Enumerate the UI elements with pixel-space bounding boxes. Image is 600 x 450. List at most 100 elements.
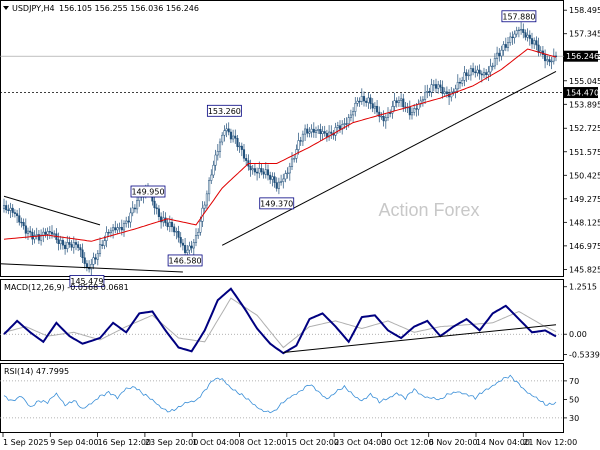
candle-body (501, 50, 503, 56)
candle-body (123, 224, 125, 230)
candle-body (208, 181, 210, 194)
candle-body (228, 129, 230, 132)
time-axis-label: 16 Sep 12:00 (98, 438, 151, 447)
candle-body (453, 92, 455, 93)
candle-body (433, 84, 435, 85)
candle-body (470, 69, 472, 76)
candle-body (302, 134, 304, 141)
candle-body (363, 96, 365, 101)
price-axis-label: 150.425 (569, 171, 600, 180)
candle-body (265, 170, 267, 175)
candle-body (370, 98, 372, 104)
annotation-text: 149.370 (260, 199, 293, 208)
candle-body (128, 221, 130, 222)
candle-body (485, 73, 487, 75)
candle-body (416, 109, 418, 110)
candle-body (309, 132, 311, 133)
candle-body (361, 96, 363, 101)
price-axis-label: 145.825 (569, 265, 600, 274)
candle-body (119, 227, 121, 228)
candle-body (230, 132, 232, 139)
watermark-text: Action Forex (378, 200, 479, 220)
candle-body (112, 228, 114, 231)
price-annotation-label: 146.580 (168, 255, 202, 266)
candle-body (213, 165, 215, 175)
candle-body (311, 129, 313, 132)
candle-body (182, 243, 184, 245)
candle-body (3, 205, 5, 208)
price-axis-label: 157.345 (569, 30, 600, 39)
candle-body (466, 73, 468, 76)
candle-body (221, 135, 223, 142)
candle-body (354, 103, 356, 111)
price-annotation-label: 149.950 (131, 186, 165, 197)
candle-body (280, 182, 282, 183)
candle-body (241, 146, 243, 150)
candle-body (365, 101, 367, 103)
candle-body (298, 141, 300, 150)
annotation-text: 153.260 (208, 107, 241, 116)
candle-body (536, 41, 538, 45)
price-annotation-label: 153.260 (207, 105, 241, 116)
candle-body (158, 209, 160, 217)
candle-body (197, 232, 199, 235)
candle-body (409, 107, 411, 115)
candle-body (66, 242, 68, 248)
price-axis-label: 151.575 (569, 148, 600, 157)
candle-body (437, 85, 439, 89)
candle-body (507, 43, 509, 48)
candle-body (234, 136, 236, 138)
rsi-axis-label: 30 (569, 414, 579, 423)
symbol-label: USDJPY,H4 (12, 4, 55, 13)
candle-body (21, 222, 23, 223)
candle-body (10, 208, 12, 210)
candle-body (210, 175, 212, 181)
candle-body (165, 218, 167, 223)
candle-body (267, 170, 269, 175)
candle-body (206, 194, 208, 205)
candle-body (413, 109, 415, 113)
candle-body (14, 213, 16, 214)
candle-body (435, 84, 437, 88)
candle-body (200, 221, 202, 232)
price-axis-label: 158.495 (569, 6, 600, 15)
candle-body (25, 226, 27, 234)
candle-body (86, 264, 88, 268)
candle-body (505, 44, 507, 47)
candle-body (518, 30, 520, 31)
candle-body (509, 37, 511, 43)
candle-body (38, 234, 40, 240)
candle-body (114, 228, 116, 230)
candle-body (278, 182, 280, 188)
time-axis-label: 23 Oct 04:00 (334, 438, 386, 447)
candle-body (490, 66, 492, 72)
candle-body (156, 208, 158, 209)
candle-body (171, 222, 173, 227)
candle-body (424, 92, 426, 99)
candle-body (16, 214, 18, 216)
candle-body (193, 242, 195, 248)
time-axis-label: 1 Sep 2025 (3, 438, 49, 447)
price-panel (1, 1, 564, 277)
candle-body (276, 183, 278, 189)
time-axis-label: 14 Nov 04:00 (476, 438, 530, 447)
candle-body (252, 169, 254, 170)
candle-body (97, 254, 99, 260)
candle-body (442, 87, 444, 93)
candle-body (80, 248, 82, 250)
candle-body (461, 80, 463, 83)
candle-body (483, 73, 485, 75)
candle-body (272, 177, 274, 180)
candle-body (154, 201, 156, 208)
candle-body (69, 242, 71, 244)
candle-body (531, 39, 533, 44)
candle-body (402, 99, 404, 107)
candle-body (180, 237, 182, 243)
candle-body (459, 82, 461, 83)
candle-body (254, 169, 256, 173)
candle-body (477, 70, 479, 73)
time-axis-label: 9 Sep 04:00 (50, 438, 98, 447)
current-price-tag: 156.246 (564, 51, 599, 62)
candle-body (95, 258, 97, 260)
candle-body (330, 132, 332, 133)
